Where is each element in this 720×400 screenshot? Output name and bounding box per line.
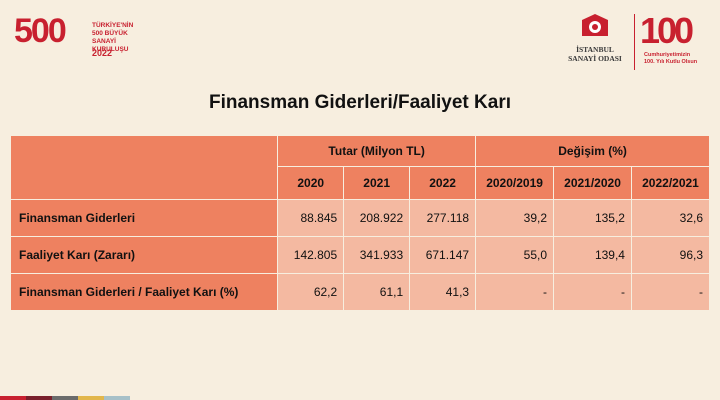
table-cell: 142.805: [277, 236, 345, 274]
iso-logo: İSTANBUL SANAYİ ODASI: [560, 14, 630, 70]
table-cell: 41,3: [409, 273, 477, 311]
column-header: 2020/2019: [475, 166, 555, 200]
group-header-row: Tutar (Milyon TL) Değişim (%): [9, 135, 710, 200]
table-cell: 39,2: [475, 199, 555, 237]
table-row: Finansman Giderleri / Faaliyet Karı (%) …: [9, 273, 711, 311]
row-label: Finansman Giderleri / Faaliyet Karı (%): [9, 273, 279, 311]
table-cell: 61,1: [343, 273, 411, 311]
table-cell: 277.118: [409, 199, 477, 237]
row-label: Faaliyet Karı (Zararı): [9, 236, 279, 274]
table-cell: -: [630, 273, 711, 311]
logo-500-text: TÜRKİYE'NİN 500 BÜYÜK SANAYİ KURULUŞU: [92, 22, 134, 53]
table-cell: 88.845: [277, 199, 345, 237]
table-cell: 139,4: [553, 236, 632, 274]
table-row: Finansman Giderleri 88.845 208.922 277.1…: [9, 199, 711, 237]
table-cell: 96,3: [630, 236, 711, 274]
logo-500-number: 500: [14, 12, 67, 50]
table-cell: 208.922: [343, 199, 411, 237]
iso-badge-icon: [582, 14, 608, 36]
column-header: 2022: [409, 166, 477, 200]
table-cell: 135,2: [553, 199, 632, 237]
column-header: 2021: [343, 166, 411, 200]
table-cell: 62,2: [277, 273, 345, 311]
table-cell: 671.147: [409, 236, 477, 274]
column-header-row: 2020 2021 2022 2020/2019 2021/2020 2022/…: [11, 166, 711, 200]
logo-100-text: Cumhuriyetimizin 100. Yılı Kutlu Olsun: [644, 52, 698, 65]
logo-100-yil: 100 Cumhuriyetimizin 100. Yılı Kutlu Ols…: [640, 10, 716, 70]
finance-table: Tutar (Milyon TL) Değişim (%) 2020 2021 …: [9, 135, 711, 311]
page-title: Finansman Giderleri/Faaliyet Karı: [209, 92, 511, 113]
logo-500-buyuk-sanayi: 500 TÜRKİYE'NİN 500 BÜYÜK SANAYİ KURULUŞ…: [14, 10, 144, 62]
table-cell: -: [553, 273, 632, 311]
logo-divider: [634, 14, 635, 70]
table-cell: 341.933: [343, 236, 411, 274]
row-label: Finansman Giderleri: [9, 199, 279, 237]
column-header: 2020: [277, 166, 345, 200]
logo-100-number: 100: [640, 10, 694, 51]
iso-name: İSTANBUL SANAYİ ODASI: [568, 45, 622, 63]
corner-cell: [9, 135, 279, 200]
logo-500-year: 2022: [92, 48, 113, 58]
table-cell: -: [475, 273, 555, 311]
group-header-change: Değişim (%): [475, 135, 710, 167]
table-cell: 55,0: [475, 236, 555, 274]
table-row: Faaliyet Karı (Zararı) 142.805 341.933 6…: [9, 236, 711, 274]
table-cell: 32,6: [630, 199, 711, 237]
group-header-amount: Tutar (Milyon TL): [277, 135, 477, 167]
footer-color-strip: [0, 396, 130, 400]
column-header: 2022/2021: [630, 166, 711, 200]
column-header: 2021/2020: [553, 166, 632, 200]
